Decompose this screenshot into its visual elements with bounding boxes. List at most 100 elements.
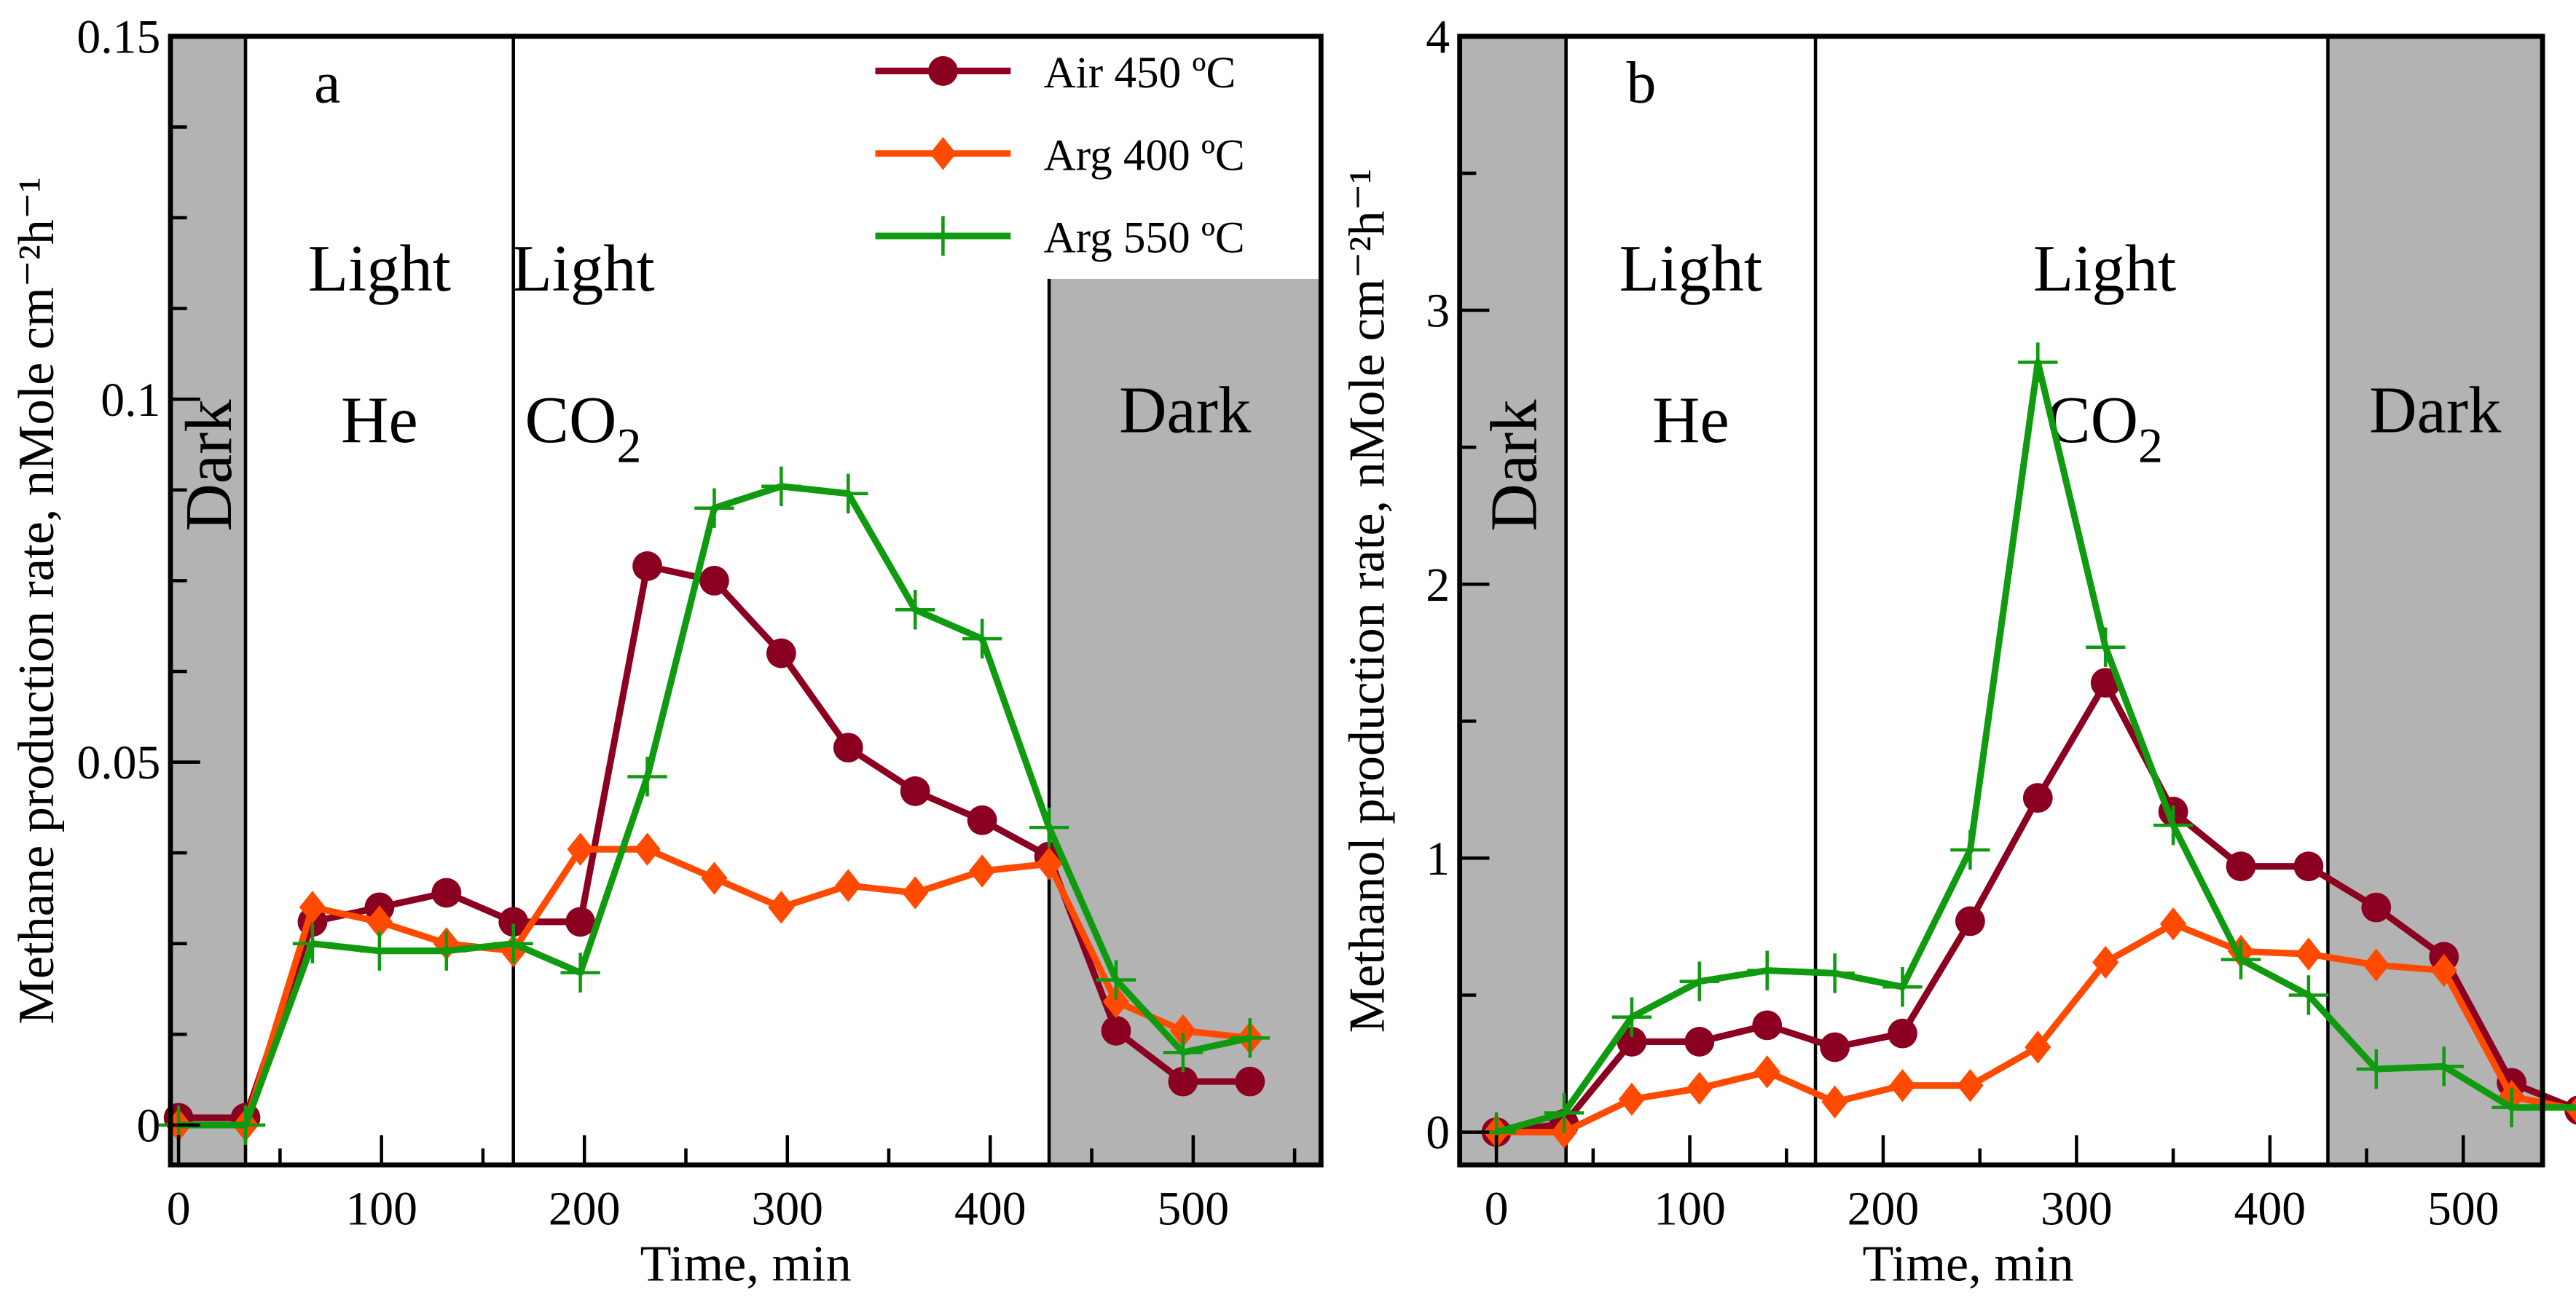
data-point-circle <box>1617 1027 1647 1057</box>
data-point-circle <box>900 776 930 806</box>
data-point-plus <box>1611 997 1652 1037</box>
data-point-plus <box>1882 967 1923 1007</box>
data-point-circle <box>1820 1032 1850 1063</box>
y-tick-label: 1 <box>1426 832 1450 886</box>
x-tick-label: 500 <box>1158 1182 1230 1235</box>
x-tick-label: 500 <box>2427 1182 2500 1235</box>
data-point-diamond <box>1754 1055 1780 1089</box>
data-point-circle <box>766 638 796 669</box>
data-point-plus <box>426 931 466 971</box>
data-point-circle <box>2293 851 2324 882</box>
data-point-plus <box>2220 939 2261 979</box>
data-point-plus <box>560 953 600 993</box>
region-label-dark: Dark <box>172 399 246 532</box>
data-point-plus <box>1544 1093 1585 1133</box>
data-point-diamond <box>2430 953 2457 987</box>
y-tick-label: 0.15 <box>76 11 160 64</box>
x-axis-label: Time, min <box>1862 1235 2073 1292</box>
data-point-plus <box>2356 1049 2397 1089</box>
data-point-plus <box>292 923 333 963</box>
plot-frame <box>168 33 1324 1168</box>
gas-name: He <box>1652 383 1729 457</box>
data-point-circle <box>699 565 729 596</box>
data-point-circle <box>1235 1066 1265 1097</box>
data-point-plus <box>1815 953 1855 993</box>
data-point-plus <box>2153 805 2194 845</box>
data-point-diamond <box>902 876 929 910</box>
data-point-diamond <box>2159 907 2187 941</box>
x-tick-label: 100 <box>345 1182 417 1235</box>
legend-marker-circle <box>928 56 958 86</box>
data-point-plus <box>627 757 667 797</box>
data-point-diamond <box>1102 985 1130 1019</box>
data-point-plus <box>2086 627 2126 667</box>
region-label-light: Light <box>511 232 654 305</box>
data-point-plus <box>2018 342 2058 382</box>
dark-region <box>2328 36 2543 1165</box>
y-tick-label: 3 <box>1426 285 1450 338</box>
x-tick-label: 400 <box>2234 1182 2306 1235</box>
data-point-circle <box>1752 1010 1783 1041</box>
data-point-plus <box>1096 960 1136 1000</box>
data-point-circle <box>1101 1015 1131 1046</box>
region-label-gas: He <box>341 383 418 457</box>
data-point-plus <box>2288 975 2329 1015</box>
panel-a-methane: Dark Light He Light CO2 Dark Air 450 ºC Arg 400… <box>8 11 1324 1292</box>
legend-label: Air 450 ºC <box>1044 48 1236 98</box>
data-point-circle <box>498 907 529 937</box>
data-point-plus <box>493 923 533 963</box>
data-point-plus <box>2491 1087 2532 1127</box>
data-point-plus <box>1950 829 1990 870</box>
data-point-diamond <box>1169 1014 1197 1047</box>
data-point-circle <box>967 805 997 835</box>
data-point-plus <box>1747 950 1787 990</box>
data-point-diamond <box>1821 1085 1848 1119</box>
dark-region <box>1459 36 1566 1165</box>
data-point-circle <box>632 551 662 581</box>
data-point-diamond <box>969 854 996 888</box>
data-point-plus <box>962 618 1002 659</box>
data-point-circle <box>1168 1066 1198 1097</box>
data-point-diamond <box>701 862 728 895</box>
legend-label: Arg 400 ºC <box>1044 130 1245 180</box>
region-label-dark: Dark <box>1477 399 1550 532</box>
x-tick-label: 0 <box>167 1182 191 1235</box>
data-point-plus <box>1230 1018 1271 1058</box>
region-label-gas: CO2 <box>2046 383 2163 473</box>
data-point-circle <box>1684 1027 1715 1057</box>
y-tick-label: 0 <box>137 1100 161 1153</box>
region-label-dark: Dark <box>1119 374 1252 447</box>
data-point-diamond <box>768 891 795 924</box>
data-point-circle <box>1888 1018 1917 1049</box>
plot-frame <box>1457 33 2545 1168</box>
data-point-plus <box>2559 1105 2576 1109</box>
data-point-circle <box>2361 892 2392 923</box>
y-axis-label: Methane production rate, nMole cm⁻²h⁻¹ <box>8 177 65 1025</box>
data-point-diamond <box>2092 945 2119 979</box>
y-tick-label: 0.05 <box>76 736 160 789</box>
gas-name: He <box>341 383 418 457</box>
region-label-light: Light <box>1619 232 1762 305</box>
region-label-light: Light <box>2033 232 2176 305</box>
gas-name: CO <box>2046 383 2138 457</box>
data-point-diamond <box>1618 1082 1646 1116</box>
data-point-diamond <box>1889 1068 1916 1103</box>
region-label-gas: He <box>1652 383 1729 457</box>
x-tick-label: 300 <box>2041 1182 2113 1235</box>
y-tick-label: 0.1 <box>101 374 160 427</box>
y-tick-label: 0 <box>1426 1106 1450 1159</box>
region-label-dark: Dark <box>2369 374 2502 447</box>
gas-subscript: 2 <box>2138 417 2163 473</box>
data-point-plus <box>2424 1046 2464 1087</box>
gas-subscript: 2 <box>616 417 641 473</box>
data-point-circle <box>565 907 596 937</box>
data-point-diamond <box>1686 1071 1713 1105</box>
data-point-diamond <box>2295 937 2322 971</box>
data-point-plus <box>895 590 935 630</box>
data-point-circle <box>2022 783 2053 813</box>
region-label-light: Light <box>308 232 451 305</box>
y-tick-label: 4 <box>1426 11 1450 64</box>
x-tick-label: 200 <box>1847 1182 1920 1235</box>
